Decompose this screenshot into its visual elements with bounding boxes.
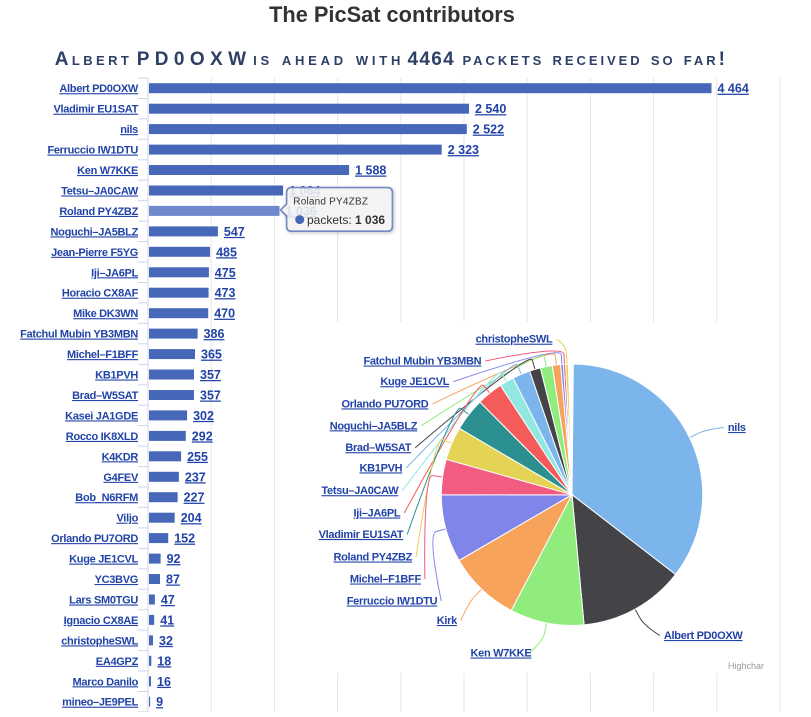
svg-text:Viljo: Viljo: [116, 513, 138, 525]
svg-text:Michel–F1BFF: Michel–F1BFF: [67, 349, 139, 361]
svg-text:Kasei JA1GDE: Kasei JA1GDE: [65, 410, 138, 422]
svg-text:Tetsu–JA0CAW: Tetsu–JA0CAW: [61, 186, 139, 198]
svg-text:Iji–JA6PL: Iji–JA6PL: [91, 267, 138, 279]
svg-text:KB1PVH: KB1PVH: [359, 462, 402, 474]
svg-text:Marco Danilo: Marco Danilo: [73, 676, 139, 688]
svg-text:302: 302: [193, 409, 214, 423]
svg-text:204: 204: [181, 511, 202, 525]
svg-text:87: 87: [166, 573, 180, 587]
svg-text:christopheSWL: christopheSWL: [476, 334, 553, 346]
svg-text:Fatchul Mubin YB3MBN: Fatchul Mubin YB3MBN: [363, 356, 481, 368]
svg-text:255: 255: [187, 450, 208, 464]
svg-text:Albert PD0OXW: Albert PD0OXW: [59, 83, 139, 95]
svg-text:Iji–JA6PL: Iji–JA6PL: [353, 508, 400, 520]
svg-text:473: 473: [215, 286, 236, 300]
svg-text:386: 386: [204, 327, 225, 341]
svg-text:485: 485: [216, 245, 237, 259]
svg-text:41: 41: [160, 613, 174, 627]
svg-text:EA4GPZ: EA4GPZ: [96, 656, 139, 668]
svg-text:Horacio CX8AF: Horacio CX8AF: [62, 288, 139, 300]
svg-text:Ignacio CX8AE: Ignacio CX8AE: [64, 615, 138, 627]
svg-text:227: 227: [184, 491, 205, 505]
svg-text:Roland PY4ZBZ: Roland PY4ZBZ: [293, 197, 368, 208]
svg-text:152: 152: [174, 532, 195, 546]
svg-text:Fatchul Mubin YB3MBN: Fatchul Mubin YB3MBN: [20, 329, 138, 341]
svg-text:The PicSat contributors: The PicSat contributors: [269, 2, 515, 27]
svg-text:Kuge JE1CVL: Kuge JE1CVL: [380, 376, 449, 388]
svg-text:Orlando PU7ORD: Orlando PU7ORD: [51, 533, 138, 545]
svg-text:YC3BVG: YC3BVG: [95, 574, 138, 586]
svg-text:Vladimir EU1SAT: Vladimir EU1SAT: [319, 529, 404, 541]
svg-text:Ferruccio IW1DTU: Ferruccio IW1DTU: [47, 145, 138, 157]
svg-text:Roland PY4ZBZ: Roland PY4ZBZ: [59, 206, 138, 218]
svg-text:365: 365: [201, 348, 222, 362]
svg-text:Orlando PU7ORD: Orlando PU7ORD: [342, 398, 429, 410]
svg-text:1 588: 1 588: [355, 164, 386, 178]
svg-text:Kirk: Kirk: [437, 615, 458, 627]
svg-text:357: 357: [200, 368, 221, 382]
svg-text:christopheSWL: christopheSWL: [61, 635, 138, 647]
svg-text:Roland PY4ZBZ: Roland PY4ZBZ: [333, 552, 412, 564]
svg-text:Jean-Pierre F5YG: Jean-Pierre F5YG: [51, 247, 138, 259]
svg-text:mineo–JE9PEL: mineo–JE9PEL: [62, 697, 138, 709]
svg-text:547: 547: [224, 225, 245, 239]
svg-text:Tetsu–JA0CAW: Tetsu–JA0CAW: [321, 485, 399, 497]
svg-text:357: 357: [200, 389, 221, 403]
svg-text:Kuge JE1CVL: Kuge JE1CVL: [69, 554, 138, 566]
svg-text:Ferruccio IW1DTU: Ferruccio IW1DTU: [347, 596, 438, 608]
svg-text:92: 92: [167, 552, 181, 566]
svg-text:16: 16: [157, 675, 171, 689]
svg-text:Vladimir EU1SAT: Vladimir EU1SAT: [53, 104, 138, 116]
svg-text:Mike DK3WN: Mike DK3WN: [73, 308, 138, 320]
svg-text:Brad–W5SAT: Brad–W5SAT: [345, 442, 411, 454]
svg-text:G4FEV: G4FEV: [103, 472, 139, 484]
svg-text:Michel–F1BFF: Michel–F1BFF: [350, 574, 422, 586]
svg-text:Ken W7KKE: Ken W7KKE: [471, 648, 532, 660]
svg-text:Brad–W5SAT: Brad–W5SAT: [72, 390, 138, 402]
svg-text:2 323: 2 323: [448, 143, 479, 157]
svg-text:nils: nils: [728, 422, 746, 434]
svg-text:Lars SM0TGU: Lars SM0TGU: [69, 595, 138, 607]
svg-text:237: 237: [185, 470, 206, 484]
svg-text:4 464: 4 464: [718, 82, 749, 96]
svg-text:nils: nils: [120, 124, 138, 136]
svg-text:470: 470: [214, 307, 235, 321]
svg-text:Noguchi–JA5BLZ: Noguchi–JA5BLZ: [330, 420, 418, 432]
svg-text:Highchar: Highchar: [728, 661, 764, 671]
svg-text:47: 47: [161, 593, 175, 607]
svg-text:K4KDR: K4KDR: [102, 451, 139, 463]
svg-text:18: 18: [157, 654, 171, 668]
svg-text:Albert PD0OXW: Albert PD0OXW: [664, 630, 744, 642]
svg-text:292: 292: [192, 429, 213, 443]
svg-text:Noguchi–JA5BLZ: Noguchi–JA5BLZ: [51, 226, 139, 238]
svg-text:475: 475: [215, 266, 236, 280]
svg-text:packets: 1 036: packets: 1 036: [307, 213, 385, 227]
svg-text:9: 9: [156, 695, 163, 709]
svg-text:Bob_N6RFM: Bob_N6RFM: [75, 492, 138, 504]
svg-text:Ken W7KKE: Ken W7KKE: [77, 165, 138, 177]
svg-text:32: 32: [159, 634, 173, 648]
svg-text:Rocco IK8XLD: Rocco IK8XLD: [66, 431, 139, 443]
svg-text:2 522: 2 522: [473, 123, 504, 137]
svg-text:KB1PVH: KB1PVH: [95, 370, 138, 382]
svg-text:2 540: 2 540: [475, 102, 506, 116]
